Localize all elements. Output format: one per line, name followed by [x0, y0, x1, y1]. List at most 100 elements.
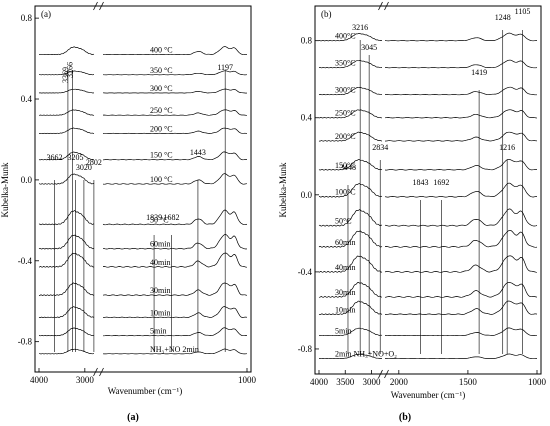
- peak-label: 1692: [433, 178, 449, 187]
- x-tick-label: 3500: [336, 377, 355, 387]
- peak-label: 3045: [361, 43, 377, 52]
- trace-label: 30min: [335, 288, 355, 297]
- peak-label: 1682: [163, 213, 179, 222]
- peak-label: 2802: [86, 158, 102, 167]
- axis-break-mark: [378, 1, 383, 11]
- y-tick-label: 0.4: [301, 113, 313, 123]
- spectrum-trace: [38, 252, 248, 268]
- x-tick-label: 1500: [459, 377, 478, 387]
- spectrum-trace: [39, 46, 248, 56]
- spectrum-trace: [39, 70, 248, 76]
- axis-break-mark: [99, 367, 104, 377]
- peak-label: 1105: [515, 7, 531, 16]
- panel-a-y-axis-label: Kubelka-Munk: [0, 162, 10, 217]
- trace-label: 5min: [150, 327, 166, 336]
- trace-label: 30min: [150, 286, 170, 295]
- spectrum-trace: [38, 306, 248, 319]
- peak-label: 3266: [66, 62, 75, 78]
- trace-label: 350°C: [335, 59, 356, 68]
- panel-b-frame: [314, 5, 542, 375]
- panel-a-tag: (a): [41, 9, 51, 19]
- trace-label: 250 °C: [150, 106, 173, 115]
- axis-break-mark: [384, 1, 389, 11]
- panel-b-x-axis-label: Wavenumber (cm⁻¹): [391, 390, 465, 400]
- trace-label: 10min: [335, 305, 355, 314]
- axis-break-mark: [93, 367, 98, 377]
- trace-label: 5min: [335, 326, 351, 335]
- peak-label: 1843: [413, 178, 429, 187]
- y-tick-label: 0.4: [21, 94, 33, 104]
- trace-label: 40min: [335, 263, 355, 272]
- spectrum-trace: [318, 282, 538, 298]
- peak-label: 1197: [217, 63, 233, 72]
- trace-label: 300°C: [335, 86, 356, 95]
- panel-b: (b) Kubelka-Munk Wavenumber (cm⁻¹) (b) 4…: [278, 1, 547, 423]
- x-tick-label: 3000: [363, 377, 382, 387]
- trace-label: 350 °C: [150, 66, 173, 75]
- spectrum-trace: [318, 327, 537, 337]
- peak-label: 1839: [146, 213, 162, 222]
- axis-break-mark: [378, 369, 383, 379]
- spectrum-trace: [318, 255, 538, 273]
- spectrum-trace: [318, 300, 538, 315]
- panel-b-y-axis-label: Kubelka-Munk: [278, 162, 288, 217]
- x-tick-label: 1000: [528, 377, 547, 387]
- spectrum-trace: [38, 234, 248, 250]
- trace-label: 100°C: [335, 188, 356, 197]
- x-tick-label: 4000: [310, 377, 329, 387]
- panel-a-x-axis-label: Wavenumber (cm⁻¹): [108, 386, 182, 396]
- trace-label: NH₃+NO 2min: [150, 345, 199, 354]
- y-tick-label: 0.0: [21, 175, 33, 185]
- peak-label: 1248: [495, 13, 511, 22]
- trace-label: 60min: [150, 240, 170, 249]
- peak-label: 1419: [471, 68, 487, 77]
- trace-label: 150 °C: [150, 151, 173, 160]
- trace-label: 400°C: [335, 32, 356, 41]
- spectrum-trace: [38, 209, 248, 226]
- peak-label: 3020: [76, 163, 92, 172]
- peak-label: 3662: [46, 153, 62, 162]
- y-tick-label: 0.8: [21, 13, 33, 23]
- trace-label: 40min: [150, 258, 170, 267]
- trace-label: 200°C: [335, 132, 356, 141]
- peak-label: 1216: [499, 143, 515, 152]
- spectrum-trace: [318, 59, 538, 69]
- spectrum-trace: [318, 86, 537, 96]
- spectrum-trace: [39, 109, 247, 116]
- y-tick-label: -0.4: [298, 267, 313, 277]
- trace-label: 150°C: [335, 161, 356, 170]
- peak-label: 3216: [352, 23, 368, 32]
- y-tick-label: -0.8: [298, 344, 313, 354]
- axis-break-mark: [93, 1, 98, 11]
- trace-label: 300 °C: [150, 84, 173, 93]
- y-tick-label: -0.4: [18, 256, 33, 266]
- spectrum-trace: [39, 348, 248, 355]
- panel-a-frame: [34, 5, 252, 373]
- spectrum-trace: [319, 32, 538, 42]
- trace-label: 50 °C: [150, 215, 169, 224]
- spectrum-trace: [39, 173, 248, 185]
- panel-a: (a) Kubelka-Munk Wavenumber (cm⁻¹) (a) 4…: [0, 1, 257, 423]
- panel-b-tag: (b): [321, 9, 332, 19]
- spectrum-trace: [38, 151, 247, 161]
- peak-label: 1443: [190, 148, 206, 157]
- spectrum-trace: [318, 229, 538, 248]
- axis-break-mark: [384, 369, 389, 379]
- y-tick-label: -0.8: [18, 337, 33, 347]
- spectrum-trace: [318, 131, 538, 142]
- trace-label: 2min NH₃+NO+O₂: [335, 350, 397, 359]
- panel-b-caption: (b): [399, 412, 411, 423]
- spectrum-trace: [318, 182, 538, 198]
- trace-label: 10min: [150, 308, 170, 317]
- peak-label: 3205: [67, 153, 83, 162]
- peak-label: 3448: [340, 163, 356, 172]
- spectrum-trace: [318, 208, 538, 227]
- spectrum-trace: [38, 282, 248, 296]
- peak-label: 2834: [372, 143, 388, 152]
- y-tick-label: 0.8: [301, 36, 313, 46]
- trace-label: 250°C: [335, 109, 356, 118]
- panel-a-caption: (a): [127, 412, 139, 423]
- spectrum-trace: [38, 327, 247, 337]
- peak-label: 3369: [61, 67, 70, 83]
